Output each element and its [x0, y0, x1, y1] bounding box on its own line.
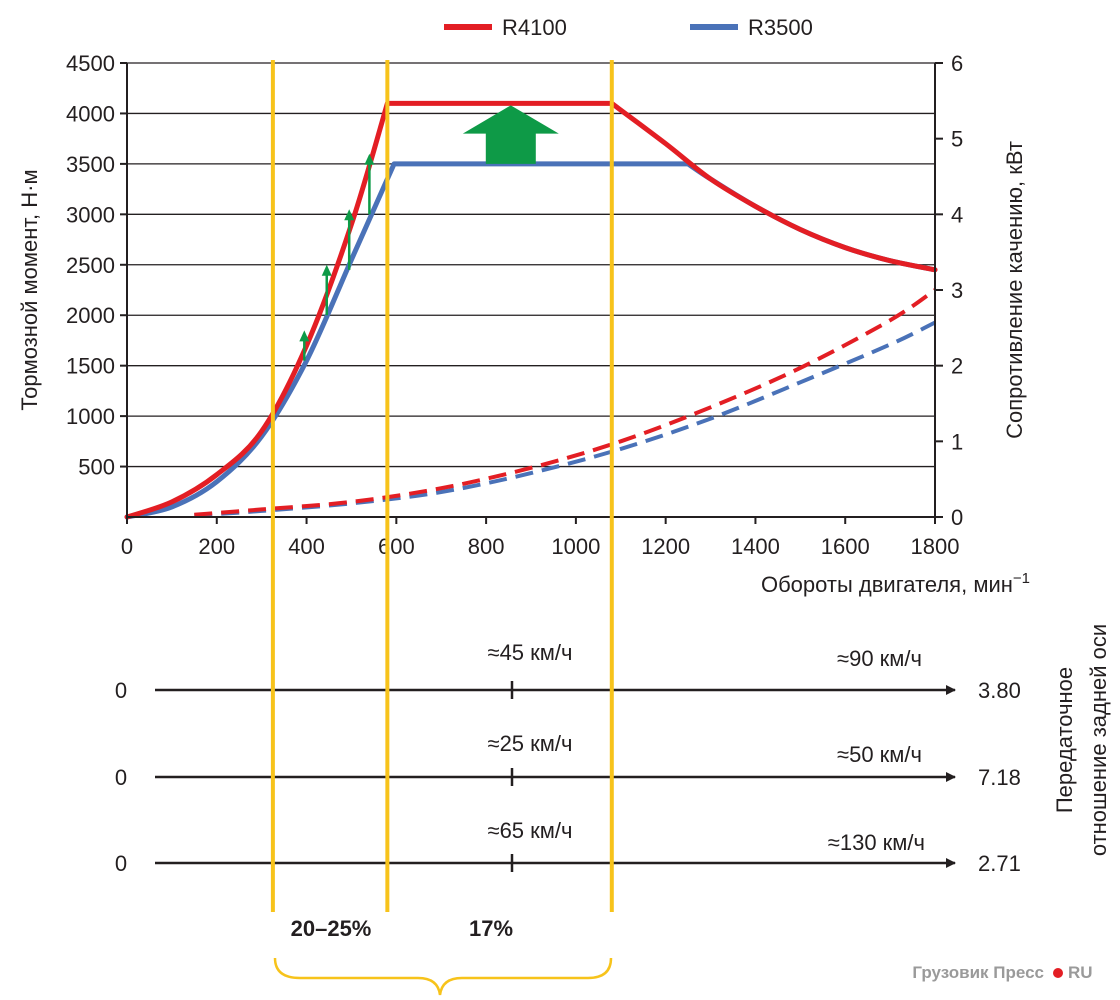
watermark-text: Грузовик Пресс	[912, 963, 1044, 982]
dashed-series-2	[194, 288, 937, 517]
x-axis-title-sup: −1	[1013, 570, 1030, 587]
x-tick-labels: 0 200 400 600 800 1000 1200 1400 1600 18…	[121, 534, 960, 559]
legend-label-r3500: R3500	[748, 15, 813, 40]
series-line-1	[124, 161, 938, 520]
y2-tick-label: 3	[951, 278, 963, 303]
speed-axis-mid-label: ≈65 км/ч	[488, 818, 573, 843]
y-tick-labels: 500 1000 1500 2000 2500 3000 3500 4000 4…	[66, 51, 115, 480]
torque-arrow-head	[321, 264, 332, 276]
legend: R4100 R3500	[444, 15, 813, 40]
y-tick-label: 1000	[66, 404, 115, 429]
x-tick-label: 1200	[641, 534, 690, 559]
y2-tick-label: 5	[951, 127, 963, 152]
y-tick-label: 2000	[66, 303, 115, 328]
percent-label-1: 20–25%	[291, 916, 372, 941]
torque-arrow-head	[299, 330, 310, 342]
speed-axis-row: 0 ≈45 км/ч ≈90 км/ч 3.80	[115, 640, 1021, 703]
speed-axis-mid-label: ≈25 км/ч	[488, 731, 573, 756]
speed-axis-end-label: ≈130 км/ч	[828, 830, 925, 855]
range-brace	[273, 957, 613, 996]
series-layer	[124, 100, 938, 520]
tick-marks	[120, 62, 943, 524]
torque-arrow-head	[344, 209, 355, 221]
x-tick-label: 0	[121, 534, 133, 559]
speed-axis-ratio: 3.80	[978, 678, 1021, 703]
speed-axis-mid-label: ≈45 км/ч	[488, 640, 573, 665]
speed-axis-start: 0	[115, 678, 127, 703]
x-tick-label: 600	[378, 534, 415, 559]
speed-axis-ratio: 2.71	[978, 851, 1021, 876]
watermark-suffix: RU	[1068, 963, 1093, 982]
x-axis-title: Обороты двигателя, мин−1	[761, 570, 1030, 597]
x-tick-label: 400	[288, 534, 325, 559]
speed-axis-end-label: ≈90 км/ч	[837, 646, 922, 671]
y2-tick-label: 0	[951, 505, 963, 530]
y2-tick-labels: 0 1 2 3 4 5 6	[951, 51, 963, 530]
y-tick-label: 2500	[66, 253, 115, 278]
speed-axis-ratio: 7.18	[978, 765, 1021, 790]
x-tick-label: 200	[198, 534, 235, 559]
y-tick-label: 3500	[66, 152, 115, 177]
speed-axis-start: 0	[115, 851, 127, 876]
legend-label-r4100: R4100	[502, 15, 567, 40]
watermark: Грузовик Пресс RU	[912, 963, 1092, 982]
percent-label-2: 17%	[469, 916, 513, 941]
y2-axis-title: Сопротивление качению, кВт	[1002, 141, 1027, 439]
torque-arrows	[299, 153, 375, 361]
y-tick-label: 1500	[66, 354, 115, 379]
y-tick-label: 4500	[66, 51, 115, 76]
torque-arrow-head	[364, 153, 375, 165]
watermark-dot	[1053, 968, 1063, 978]
y2-tick-label: 4	[951, 202, 963, 227]
x-tick-label: 1600	[821, 534, 870, 559]
ratio-axis-title-line: Передаточное	[1052, 667, 1077, 813]
y-tick-label: 3000	[66, 202, 115, 227]
x-tick-label: 1400	[731, 534, 780, 559]
y-tick-label: 4000	[66, 101, 115, 126]
ratio-axis-title: Передаточное отношение задней оси	[1052, 624, 1111, 856]
big-up-arrow	[462, 105, 559, 164]
speed-axis-row: 0 ≈25 км/ч ≈50 км/ч 7.18	[115, 731, 1021, 790]
y2-tick-label: 6	[951, 51, 963, 76]
speed-axis-start: 0	[115, 765, 127, 790]
rpm-markers	[270, 60, 614, 912]
speed-axis-row: 0 ≈65 км/ч ≈130 км/ч 2.71	[115, 818, 1021, 876]
y2-tick-label: 2	[951, 354, 963, 379]
y2-tick-label: 1	[951, 429, 963, 454]
y-tick-label: 500	[78, 455, 115, 480]
ratio-axis-title-line: отношение задней оси	[1086, 624, 1111, 856]
y-axis-title: Тормозной момент, Н·м	[17, 169, 42, 410]
speed-axis-end-label: ≈50 км/ч	[837, 742, 922, 767]
x-tick-label: 800	[468, 534, 505, 559]
x-axis-title-text: Обороты двигателя, мин	[761, 572, 1013, 597]
x-tick-label: 1000	[551, 534, 600, 559]
x-tick-label: 1800	[911, 534, 960, 559]
